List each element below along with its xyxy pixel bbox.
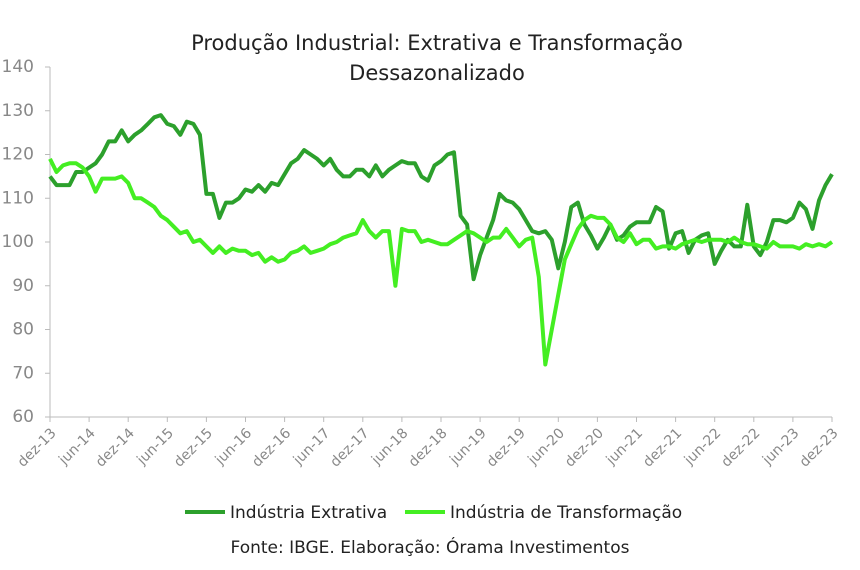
y-tick-label: 70 xyxy=(12,363,34,383)
x-tick-label: dez-18 xyxy=(406,425,451,470)
x-tick-label: dez-20 xyxy=(562,425,607,470)
x-tick-label: jun-20 xyxy=(524,425,567,468)
x-tick-label: dez-14 xyxy=(93,425,138,470)
x-tick-label: dez-16 xyxy=(249,425,294,470)
y-tick-label: 110 xyxy=(2,188,34,208)
chart-title: Produção Industrial: Extrativa e Transfo… xyxy=(191,31,683,55)
chart-subtitle: Dessazonalizado xyxy=(349,61,525,85)
x-tick-label: dez-21 xyxy=(640,425,685,470)
y-tick-label: 130 xyxy=(2,101,34,121)
legend-label: Indústria de Transformação xyxy=(450,503,682,523)
series-line xyxy=(48,113,834,282)
y-tick-label: 90 xyxy=(12,276,34,296)
y-tick-label: 80 xyxy=(12,320,34,340)
x-tick-label: jun-23 xyxy=(759,425,802,468)
x-tick-label: jun-16 xyxy=(212,425,256,469)
x-tick-label: dez-17 xyxy=(327,425,372,470)
source: Fonte: IBGE. Elaboração: Órama Investime… xyxy=(231,536,630,558)
x-tick-label: jun-19 xyxy=(446,425,489,468)
x-tick-label: dez-22 xyxy=(718,425,763,470)
x-tick-label: dez-19 xyxy=(484,425,529,470)
x-tick-label: dez-13 xyxy=(15,425,60,470)
x-tick-label: dez-23 xyxy=(797,425,842,470)
y-tick-label: 60 xyxy=(12,407,34,427)
x-tick-label: dez-15 xyxy=(171,425,216,470)
x-tick-label: jun-22 xyxy=(681,425,724,468)
x-tick-label: jun-15 xyxy=(133,425,176,468)
legend-label: Indústria Extrativa xyxy=(230,503,387,523)
series-line xyxy=(48,158,834,367)
x-tick-label: jun-17 xyxy=(290,425,333,468)
x-tick-label: jun-21 xyxy=(603,425,646,468)
x-tick-label: jun-18 xyxy=(368,425,411,468)
y-tick-label: 100 xyxy=(2,232,34,252)
y-tick-label: 140 xyxy=(2,57,34,77)
y-tick-label: 120 xyxy=(2,145,34,165)
x-tick-label: jun-14 xyxy=(55,425,99,469)
